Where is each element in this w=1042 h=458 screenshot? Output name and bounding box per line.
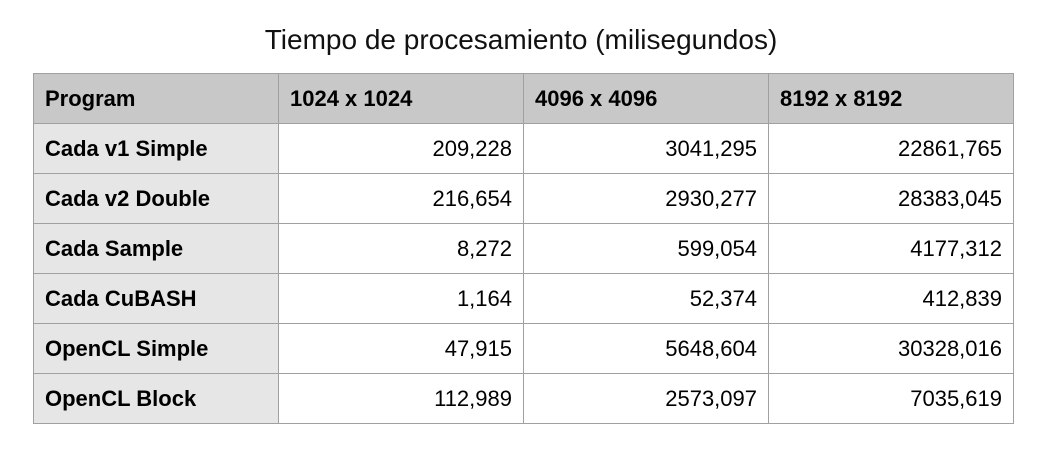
table-row: Cada Sample 8,272 599,054 4177,312 [33,223,1014,274]
table-row: OpenCL Simple 47,915 5648,604 30328,016 [33,323,1014,374]
table-cell: 4177,312 [768,223,1014,274]
row-label: OpenCL Block [33,373,279,424]
table-cell: 8,272 [278,223,524,274]
table-row: Cada v1 Simple 209,228 3041,295 22861,76… [33,123,1014,174]
row-label: Cada CuBASH [33,273,279,324]
table-cell: 209,228 [278,123,524,174]
table-cell: 3041,295 [523,123,769,174]
table-cell: 22861,765 [768,123,1014,174]
row-label: OpenCL Simple [33,323,279,374]
table-cell: 2573,097 [523,373,769,424]
table-cell: 412,839 [768,273,1014,324]
row-label: Cada v2 Double [33,173,279,224]
table-row: OpenCL Block 112,989 2573,097 7035,619 [33,373,1014,424]
table-cell: 5648,604 [523,323,769,374]
header-cell-program: Program [33,73,279,124]
table-cell: 7035,619 [768,373,1014,424]
table-cell: 599,054 [523,223,769,274]
table-cell: 30328,016 [768,323,1014,374]
row-label: Cada Sample [33,223,279,274]
table-row: Cada CuBASH 1,164 52,374 412,839 [33,273,1014,324]
table-title: Tiempo de procesamiento (milisegundos) [264,24,778,55]
header-cell-1024: 1024 x 1024 [278,73,524,124]
header-cell-4096: 4096 x 4096 [523,73,769,124]
table-cell: 2930,277 [523,173,769,224]
table-cell: 112,989 [278,373,524,424]
table-cell: 216,654 [278,173,524,224]
table-cell: 47,915 [278,323,524,374]
header-cell-8192: 8192 x 8192 [768,73,1014,124]
table-row: Cada v2 Double 216,654 2930,277 28383,04… [33,173,1014,224]
header-row: Program 1024 x 1024 4096 x 4096 8192 x 8… [33,73,1014,124]
table-cell: 1,164 [278,273,524,324]
data-table: Program 1024 x 1024 4096 x 4096 8192 x 8… [33,73,1014,424]
table-cell: 28383,045 [768,173,1014,224]
table-cell: 52,374 [523,273,769,324]
row-label: Cada v1 Simple [33,123,279,174]
